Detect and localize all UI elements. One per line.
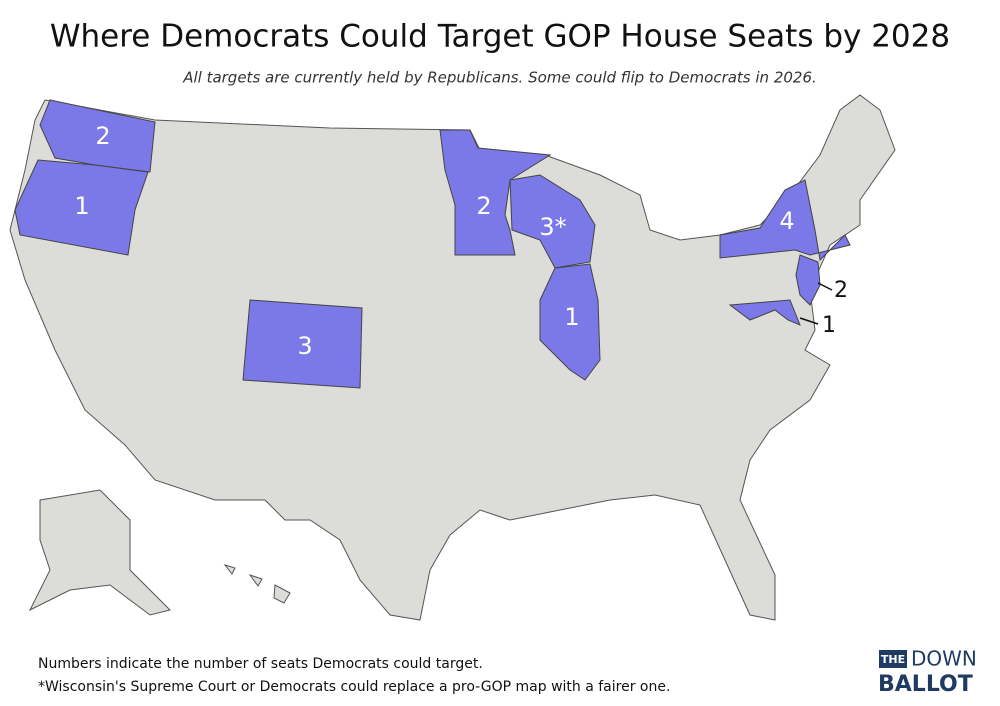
- state-nj: [795, 254, 821, 306]
- title: Where Democrats Could Target GOP House S…: [50, 19, 950, 55]
- subtitle: All targets are currently held by Republ…: [182, 69, 817, 87]
- target-count: 2: [834, 278, 848, 303]
- state-co: [242, 299, 363, 389]
- logo-ballot: BALLOT: [878, 672, 973, 697]
- state-mn: [439, 129, 552, 256]
- hawaii: [223, 564, 291, 604]
- target-count: 4: [779, 207, 794, 235]
- state-wi: [509, 174, 596, 269]
- logo-the: THE: [881, 653, 905, 666]
- arrow: [799, 317, 819, 325]
- target-count: 2: [95, 122, 110, 150]
- note: Numbers indicate the number of seats Dem…: [38, 656, 483, 672]
- logo-down: DOWN: [911, 647, 977, 671]
- logo-box: [879, 650, 907, 668]
- target-count: 2: [476, 192, 491, 220]
- alaska: [28, 489, 171, 616]
- arrow: [817, 282, 833, 291]
- target-count: 3*: [539, 213, 566, 241]
- target-count: 1: [822, 313, 836, 338]
- target-count: 1: [564, 303, 579, 331]
- state-il: [539, 263, 601, 381]
- target-count: 1: [74, 192, 89, 220]
- target-count: 3: [297, 332, 312, 360]
- us-outline: [9, 94, 896, 621]
- note: *Wisconsin's Supreme Court or Democrats …: [38, 679, 670, 695]
- state-or: [14, 159, 149, 256]
- state-ny: [719, 179, 851, 262]
- state-md: [728, 299, 801, 326]
